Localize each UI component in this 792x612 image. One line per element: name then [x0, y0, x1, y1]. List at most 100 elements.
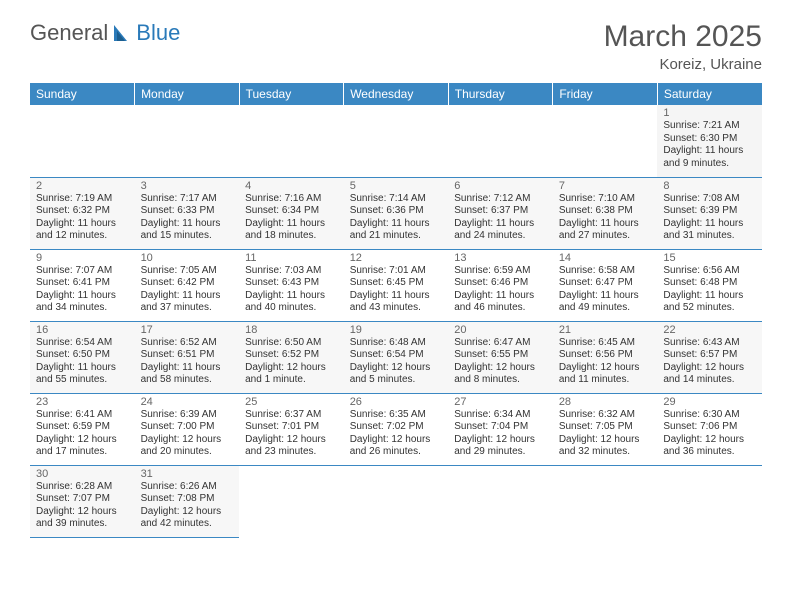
weekday-header: Tuesday: [239, 83, 344, 105]
day-number: 3: [141, 180, 234, 192]
day-number: 16: [36, 324, 129, 336]
sunset-text: Sunset: 6:41 PM: [36, 277, 129, 290]
day-number: 20: [454, 324, 547, 336]
weekday-header: Thursday: [448, 83, 553, 105]
sunrise-text: Sunrise: 7:19 AM: [36, 193, 129, 206]
calendar-day-cell: 24Sunrise: 6:39 AMSunset: 7:00 PMDayligh…: [135, 393, 240, 465]
calendar-day-cell: 31Sunrise: 6:26 AMSunset: 7:08 PMDayligh…: [135, 465, 240, 537]
day-details: Sunrise: 6:56 AMSunset: 6:48 PMDaylight:…: [663, 265, 756, 315]
sunrise-text: Sunrise: 6:30 AM: [663, 409, 756, 422]
sunset-text: Sunset: 6:52 PM: [245, 349, 338, 362]
weekday-header: Sunday: [30, 83, 135, 105]
calendar-day-cell: 1Sunrise: 7:21 AMSunset: 6:30 PMDaylight…: [657, 105, 762, 177]
sunrise-text: Sunrise: 6:28 AM: [36, 481, 129, 494]
weekday-header-row: Sunday Monday Tuesday Wednesday Thursday…: [30, 83, 762, 105]
month-title: March 2025: [604, 20, 762, 54]
sunrise-text: Sunrise: 6:59 AM: [454, 265, 547, 278]
daylight-text: Daylight: 11 hours and 37 minutes.: [141, 290, 234, 315]
daylight-text: Daylight: 11 hours and 40 minutes.: [245, 290, 338, 315]
day-details: Sunrise: 6:58 AMSunset: 6:47 PMDaylight:…: [559, 265, 652, 315]
sunset-text: Sunset: 7:05 PM: [559, 421, 652, 434]
calendar-day-cell: 13Sunrise: 6:59 AMSunset: 6:46 PMDayligh…: [448, 249, 553, 321]
daylight-text: Daylight: 11 hours and 46 minutes.: [454, 290, 547, 315]
sunset-text: Sunset: 6:45 PM: [350, 277, 443, 290]
sunrise-text: Sunrise: 7:10 AM: [559, 193, 652, 206]
sunset-text: Sunset: 7:00 PM: [141, 421, 234, 434]
sunset-text: Sunset: 7:02 PM: [350, 421, 443, 434]
daylight-text: Daylight: 11 hours and 9 minutes.: [663, 145, 756, 170]
calendar-day-cell: 17Sunrise: 6:52 AMSunset: 6:51 PMDayligh…: [135, 321, 240, 393]
day-number: 28: [559, 396, 652, 408]
sunrise-text: Sunrise: 6:58 AM: [559, 265, 652, 278]
day-number: 15: [663, 252, 756, 264]
calendar-day-cell: 28Sunrise: 6:32 AMSunset: 7:05 PMDayligh…: [553, 393, 658, 465]
day-number: 13: [454, 252, 547, 264]
day-number: 26: [350, 396, 443, 408]
day-details: Sunrise: 6:39 AMSunset: 7:00 PMDaylight:…: [141, 409, 234, 459]
daylight-text: Daylight: 11 hours and 27 minutes.: [559, 218, 652, 243]
calendar-day-cell: 5Sunrise: 7:14 AMSunset: 6:36 PMDaylight…: [344, 177, 449, 249]
sunrise-text: Sunrise: 6:39 AM: [141, 409, 234, 422]
sunrise-text: Sunrise: 6:35 AM: [350, 409, 443, 422]
day-details: Sunrise: 6:43 AMSunset: 6:57 PMDaylight:…: [663, 337, 756, 387]
daylight-text: Daylight: 12 hours and 26 minutes.: [350, 434, 443, 459]
sunrise-text: Sunrise: 7:17 AM: [141, 193, 234, 206]
sunrise-text: Sunrise: 6:34 AM: [454, 409, 547, 422]
calendar-day-cell: [344, 465, 449, 537]
weekday-header: Saturday: [657, 83, 762, 105]
daylight-text: Daylight: 11 hours and 58 minutes.: [141, 362, 234, 387]
day-number: 14: [559, 252, 652, 264]
sunrise-text: Sunrise: 6:47 AM: [454, 337, 547, 350]
day-details: Sunrise: 7:17 AMSunset: 6:33 PMDaylight:…: [141, 193, 234, 243]
calendar-day-cell: 29Sunrise: 6:30 AMSunset: 7:06 PMDayligh…: [657, 393, 762, 465]
sunset-text: Sunset: 7:06 PM: [663, 421, 756, 434]
calendar-week-row: 16Sunrise: 6:54 AMSunset: 6:50 PMDayligh…: [30, 321, 762, 393]
daylight-text: Daylight: 12 hours and 29 minutes.: [454, 434, 547, 459]
sunrise-text: Sunrise: 6:52 AM: [141, 337, 234, 350]
day-details: Sunrise: 7:01 AMSunset: 6:45 PMDaylight:…: [350, 265, 443, 315]
calendar-day-cell: 18Sunrise: 6:50 AMSunset: 6:52 PMDayligh…: [239, 321, 344, 393]
day-details: Sunrise: 6:30 AMSunset: 7:06 PMDaylight:…: [663, 409, 756, 459]
sunset-text: Sunset: 6:47 PM: [559, 277, 652, 290]
day-details: Sunrise: 7:08 AMSunset: 6:39 PMDaylight:…: [663, 193, 756, 243]
calendar-day-cell: 8Sunrise: 7:08 AMSunset: 6:39 PMDaylight…: [657, 177, 762, 249]
sunset-text: Sunset: 6:30 PM: [663, 133, 756, 146]
calendar-day-cell: 2Sunrise: 7:19 AMSunset: 6:32 PMDaylight…: [30, 177, 135, 249]
day-details: Sunrise: 6:32 AMSunset: 7:05 PMDaylight:…: [559, 409, 652, 459]
calendar-day-cell: 9Sunrise: 7:07 AMSunset: 6:41 PMDaylight…: [30, 249, 135, 321]
day-number: 10: [141, 252, 234, 264]
daylight-text: Daylight: 11 hours and 21 minutes.: [350, 218, 443, 243]
day-number: 23: [36, 396, 129, 408]
daylight-text: Daylight: 12 hours and 14 minutes.: [663, 362, 756, 387]
calendar-week-row: 23Sunrise: 6:41 AMSunset: 6:59 PMDayligh…: [30, 393, 762, 465]
daylight-text: Daylight: 12 hours and 20 minutes.: [141, 434, 234, 459]
sunset-text: Sunset: 7:08 PM: [141, 493, 234, 506]
daylight-text: Daylight: 12 hours and 1 minute.: [245, 362, 338, 387]
day-number: 6: [454, 180, 547, 192]
sunrise-text: Sunrise: 6:32 AM: [559, 409, 652, 422]
day-details: Sunrise: 7:10 AMSunset: 6:38 PMDaylight:…: [559, 193, 652, 243]
calendar-day-cell: 4Sunrise: 7:16 AMSunset: 6:34 PMDaylight…: [239, 177, 344, 249]
calendar-day-cell: 25Sunrise: 6:37 AMSunset: 7:01 PMDayligh…: [239, 393, 344, 465]
daylight-text: Daylight: 11 hours and 43 minutes.: [350, 290, 443, 315]
day-number: 27: [454, 396, 547, 408]
calendar-day-cell: 27Sunrise: 6:34 AMSunset: 7:04 PMDayligh…: [448, 393, 553, 465]
daylight-text: Daylight: 12 hours and 42 minutes.: [141, 506, 234, 531]
daylight-text: Daylight: 12 hours and 8 minutes.: [454, 362, 547, 387]
daylight-text: Daylight: 11 hours and 55 minutes.: [36, 362, 129, 387]
weekday-header: Monday: [135, 83, 240, 105]
daylight-text: Daylight: 11 hours and 24 minutes.: [454, 218, 547, 243]
daylight-text: Daylight: 11 hours and 18 minutes.: [245, 218, 338, 243]
day-details: Sunrise: 6:26 AMSunset: 7:08 PMDaylight:…: [141, 481, 234, 531]
day-details: Sunrise: 6:48 AMSunset: 6:54 PMDaylight:…: [350, 337, 443, 387]
sunset-text: Sunset: 6:57 PM: [663, 349, 756, 362]
day-details: Sunrise: 7:14 AMSunset: 6:36 PMDaylight:…: [350, 193, 443, 243]
daylight-text: Daylight: 11 hours and 31 minutes.: [663, 218, 756, 243]
calendar-day-cell: [30, 105, 135, 177]
sunrise-text: Sunrise: 6:41 AM: [36, 409, 129, 422]
day-number: 9: [36, 252, 129, 264]
sunset-text: Sunset: 6:32 PM: [36, 205, 129, 218]
sunset-text: Sunset: 7:04 PM: [454, 421, 547, 434]
calendar-day-cell: 19Sunrise: 6:48 AMSunset: 6:54 PMDayligh…: [344, 321, 449, 393]
daylight-text: Daylight: 11 hours and 49 minutes.: [559, 290, 652, 315]
